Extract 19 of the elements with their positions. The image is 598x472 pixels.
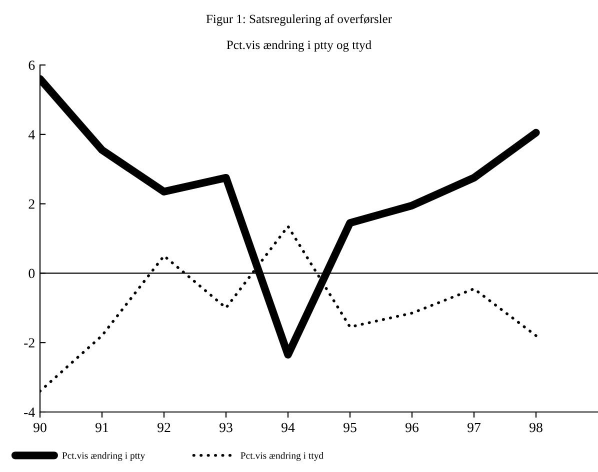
chart-title: Figur 1: Satsregulering af overførsler — [206, 14, 392, 26]
x-tick-label: 91 — [96, 422, 108, 432]
legend-label: Pct.vis ændring i ttyd — [240, 452, 324, 461]
x-tick-label: 95 — [344, 422, 356, 432]
y-tick-label: -4 — [24, 408, 35, 417]
x-tick-label: 92 — [158, 422, 170, 432]
y-tick-label: 6 — [28, 60, 35, 70]
x-tick-label: 93 — [220, 422, 232, 432]
x-tick-label: 94 — [282, 422, 295, 432]
y-tick-label: 4 — [28, 130, 35, 140]
chart-subtitle: Pct.vis ændring i ptty og ttyd — [226, 40, 372, 52]
y-tick-label: 0 — [28, 268, 35, 278]
x-tick-label: 98 — [530, 422, 542, 432]
x-tick-label: 97 — [468, 422, 481, 432]
y-tick-label: -2 — [24, 338, 34, 348]
x-tick-label: 96 — [406, 422, 419, 432]
legend-label: Pct.vis ændring i ptty — [62, 452, 146, 461]
y-tick-label: 2 — [28, 199, 34, 209]
x-tick-label: 90 — [34, 422, 46, 432]
